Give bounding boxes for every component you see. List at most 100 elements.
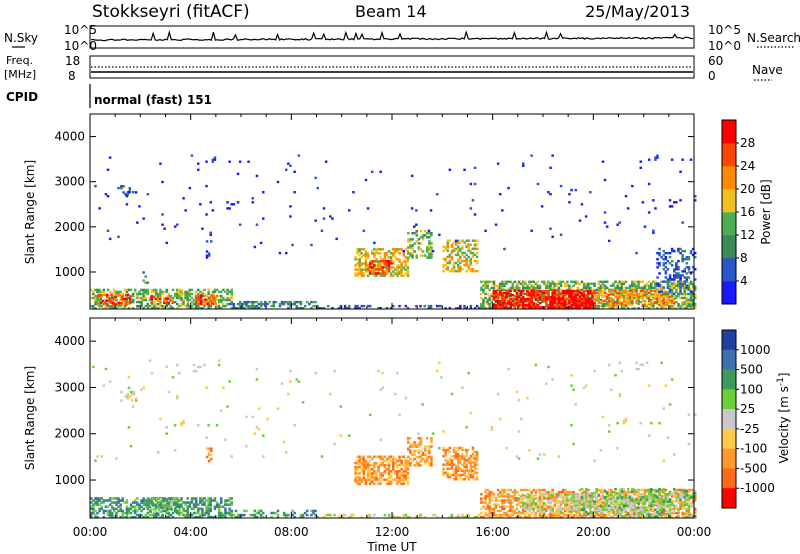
heatmap-cell bbox=[171, 299, 174, 302]
heatmap-cell bbox=[222, 288, 225, 292]
heatmap-cell bbox=[589, 511, 592, 515]
heatmap-cell bbox=[559, 493, 563, 497]
heatmap-cell bbox=[124, 193, 127, 196]
heatmap-cell bbox=[691, 247, 695, 251]
heatmap-cell bbox=[404, 459, 408, 463]
heatmap-cell bbox=[658, 290, 661, 293]
heatmap-cell bbox=[409, 238, 412, 241]
heatmap-cell bbox=[499, 505, 502, 508]
heatmap-cell bbox=[98, 503, 101, 506]
heatmap-cell bbox=[413, 464, 416, 467]
heatmap-cell bbox=[99, 301, 103, 305]
heatmap-cell bbox=[421, 453, 425, 457]
heatmap-cell bbox=[668, 280, 672, 283]
heatmap-cell bbox=[160, 497, 163, 501]
heatmap-cell bbox=[662, 307, 665, 310]
heatmap-cell bbox=[633, 282, 636, 285]
heatmap-cell bbox=[99, 293, 103, 297]
heatmap-cell bbox=[222, 298, 225, 302]
heatmap-cell bbox=[463, 448, 466, 452]
heatmap-cell bbox=[124, 297, 128, 301]
heatmap-cell bbox=[494, 306, 498, 309]
heatmap-cell bbox=[282, 513, 286, 517]
heatmap-cell bbox=[639, 280, 642, 283]
heatmap-cell bbox=[459, 267, 462, 271]
heatmap-cell bbox=[110, 301, 113, 305]
heatmap-cell bbox=[530, 280, 533, 283]
heatmap-cell bbox=[553, 497, 556, 500]
heatmap-cell bbox=[666, 292, 670, 295]
heatmap-cell bbox=[118, 301, 121, 305]
heatmap-cell bbox=[220, 300, 223, 304]
heatmap-cell bbox=[540, 280, 544, 283]
heatmap-cell bbox=[587, 306, 590, 309]
heatmap-cell bbox=[490, 511, 494, 515]
heatmap-cell bbox=[197, 302, 201, 305]
heatmap-cell bbox=[670, 278, 674, 281]
heatmap-cell bbox=[442, 270, 445, 273]
heatmap-cell bbox=[513, 280, 517, 283]
heatmap-cell bbox=[557, 501, 561, 504]
heatmap-cell bbox=[635, 286, 638, 290]
heatmap-cell bbox=[553, 284, 556, 287]
heatmap-cell bbox=[454, 450, 458, 454]
heatmap-cell bbox=[111, 511, 114, 515]
heatmap-cell bbox=[683, 294, 686, 298]
heatmap-cell bbox=[429, 304, 433, 308]
heatmap-cell bbox=[165, 288, 168, 292]
heatmap-cell bbox=[658, 282, 661, 285]
heatmap-cell bbox=[166, 502, 169, 505]
heatmap-cell bbox=[643, 493, 647, 496]
heatmap-cell bbox=[117, 304, 120, 308]
heatmap-cell bbox=[658, 247, 661, 251]
heatmap-cell bbox=[398, 478, 401, 481]
heatmap-cell bbox=[212, 294, 215, 297]
heatmap-cell bbox=[469, 267, 473, 271]
heatmap-cell bbox=[364, 463, 368, 467]
heatmap-cell bbox=[140, 298, 143, 302]
heatmap-cell bbox=[570, 291, 573, 295]
heatmap-cell bbox=[685, 515, 689, 519]
heatmap-cell bbox=[503, 495, 506, 498]
heatmap-cell bbox=[593, 293, 596, 297]
cpid-label: CPID bbox=[6, 90, 38, 104]
colorbar-tick-label: 28 bbox=[740, 136, 755, 150]
heatmap-cell bbox=[501, 505, 504, 508]
heatmap-cell bbox=[509, 501, 512, 504]
heatmap-cell bbox=[662, 264, 665, 267]
heatmap-cell bbox=[426, 248, 429, 251]
heatmap-cell bbox=[660, 490, 663, 494]
heatmap-cell bbox=[377, 468, 380, 471]
heatmap-cell bbox=[473, 457, 477, 460]
heatmap-cell bbox=[186, 507, 189, 511]
heatmap-cell bbox=[647, 301, 651, 305]
heatmap-cell bbox=[591, 291, 594, 295]
heatmap-cell bbox=[186, 292, 189, 296]
heatmap-cell bbox=[457, 478, 460, 481]
heatmap-cell bbox=[580, 203, 584, 206]
heatmap-cell bbox=[147, 499, 150, 503]
heatmap-cell bbox=[570, 501, 573, 504]
heatmap-cell bbox=[522, 495, 525, 498]
heatmap-cell bbox=[469, 459, 473, 462]
heatmap-cell bbox=[115, 507, 118, 511]
heatmap-cell bbox=[96, 290, 99, 294]
heatmap-cell bbox=[677, 501, 680, 504]
heatmap-cell bbox=[134, 509, 137, 513]
heatmap-cell bbox=[515, 300, 519, 303]
heatmap-cell bbox=[664, 292, 668, 295]
heatmap-cell bbox=[123, 501, 127, 504]
heatmap-cell bbox=[578, 510, 582, 513]
heatmap-cell bbox=[677, 488, 680, 492]
heatmap-cell bbox=[530, 499, 533, 503]
heatmap-cell bbox=[515, 286, 519, 290]
heatmap-cell bbox=[471, 253, 475, 257]
heatmap-cell bbox=[528, 302, 531, 305]
heatmap-cell bbox=[631, 299, 634, 303]
heatmap-cell bbox=[398, 260, 401, 263]
heatmap-cell bbox=[389, 470, 393, 473]
heatmap-cell bbox=[540, 205, 544, 208]
heatmap-cell bbox=[681, 284, 684, 287]
heatmap-cell bbox=[127, 288, 131, 292]
noise-tick-top-right: 10^5 bbox=[708, 23, 741, 37]
